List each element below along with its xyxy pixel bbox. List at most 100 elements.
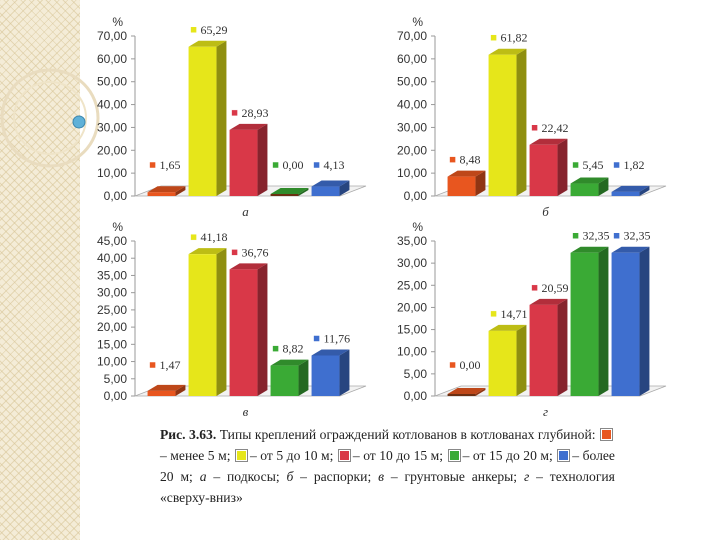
value-marker (613, 161, 620, 169)
y-tick-label: 50,00 (97, 75, 127, 89)
data-label: 20,59 (542, 281, 569, 295)
caption-text-g: – технология «сверху-вниз» (160, 469, 615, 505)
panel-label: г (543, 404, 548, 419)
bar-10-15 (229, 263, 268, 396)
bar-front (447, 176, 476, 196)
data-label: 65,29 (201, 23, 228, 37)
value-marker (190, 233, 197, 241)
value-marker (490, 34, 497, 41)
data-label: 61,82 (501, 31, 528, 45)
percent-label: % (112, 220, 123, 234)
y-tick-label: 0,00 (404, 189, 428, 203)
data-label: 28,93 (242, 106, 269, 120)
y-tick-label: 30,00 (97, 286, 127, 300)
bar-10-15 (229, 123, 268, 196)
bar-front (188, 254, 217, 396)
bar-top (311, 180, 350, 187)
bar-side (557, 298, 568, 396)
y-tick-label: 45,00 (97, 234, 127, 248)
value-marker (613, 232, 620, 239)
chart-a: % 0,00 10,00 20,00 30,00 40,00 50,00 60,00 70,00… (97, 15, 367, 219)
bar-front (570, 183, 599, 196)
caption-text-v: – грунтовые анкеры; (390, 469, 518, 484)
legend-swatch-10-15 (338, 450, 350, 461)
data-label: 22,42 (542, 121, 569, 135)
bar-5-10 (188, 40, 227, 196)
bar-less-5 (147, 384, 186, 396)
y-tick-label: 70,00 (97, 29, 127, 43)
bar-less-5 (147, 186, 186, 196)
value-marker (272, 345, 279, 352)
bar-front (147, 390, 176, 396)
bar-less-5 (447, 170, 486, 196)
panel-label: б (542, 204, 549, 219)
data-label: 14,71 (501, 307, 528, 321)
caption-figure-number: Рис. 3.63. (160, 427, 217, 442)
bar-less-5 (447, 388, 486, 396)
chart-b: % 0,00 10,00 20,00 30,00 40,00 50,00 60,00 70,00… (397, 15, 667, 219)
legend-label-15-20: – от 15 до 20 м; (462, 448, 553, 463)
y-tick-label: 20,00 (397, 143, 427, 157)
bar-top (488, 48, 527, 55)
legend-swatch-less-5 (601, 429, 612, 440)
y-tick-label: 50,00 (397, 75, 427, 89)
bar-front (529, 304, 558, 396)
bar-top (229, 123, 268, 130)
data-label: 36,76 (242, 245, 269, 259)
bar-front (611, 191, 640, 196)
bar-side (257, 263, 268, 396)
y-tick-label: 10,00 (397, 345, 427, 359)
bar-top (147, 384, 186, 391)
value-marker (449, 361, 456, 369)
bar-top (529, 138, 568, 145)
bar-front (488, 330, 517, 396)
y-tick-label: 25,00 (97, 303, 127, 317)
y-tick-label: 15,00 (397, 323, 427, 337)
bar-side (298, 188, 309, 196)
legend-label-10-15: – от 10 до 15 м; (352, 448, 444, 463)
value-marker (449, 156, 456, 163)
data-label: 4,13 (324, 158, 345, 172)
bar-side (598, 177, 609, 196)
bar-top (488, 324, 527, 331)
bar-side (175, 186, 186, 196)
chart-v: % 0,00 5,00 10,00 15,00 20,00 25,00 30,00 35,00 4… (97, 220, 367, 419)
bar-front (529, 144, 558, 196)
legend-label-more-20: – более 20 м; (160, 448, 615, 484)
bar-more-20 (311, 349, 350, 396)
bar-top (611, 246, 650, 253)
bar-5-10 (188, 248, 227, 396)
bar-5-10 (488, 324, 527, 396)
bar-front (570, 252, 599, 396)
bar-top (529, 298, 568, 305)
bar-top (229, 263, 268, 270)
legend-label-5-10: – от 5 до 10 м; (250, 448, 334, 463)
bar-top (447, 170, 486, 177)
y-tick-label: 20,00 (97, 320, 127, 334)
bar-15-20 (570, 177, 609, 196)
y-tick-label: 0,00 (104, 189, 128, 203)
bar-side (557, 138, 568, 196)
percent-label: % (112, 15, 123, 29)
legend-swatch-5-10 (236, 450, 247, 461)
y-tick-label: 0,00 (404, 389, 428, 403)
value-marker (190, 26, 197, 34)
bar-side (216, 248, 227, 396)
bar-front (611, 252, 640, 396)
percent-label: % (412, 220, 423, 234)
y-tick-label: 0,00 (104, 389, 128, 403)
data-label: 1,65 (160, 158, 181, 172)
bar-top (147, 186, 186, 193)
y-tick-label: 30,00 (397, 256, 427, 270)
data-label: 1,82 (624, 158, 645, 172)
bar-top (270, 359, 309, 366)
y-tick-label: 60,00 (397, 52, 427, 66)
bar-more-20 (611, 185, 650, 196)
bar-front (188, 46, 217, 196)
data-label: 8,48 (460, 153, 481, 167)
bar-side (216, 40, 227, 196)
bar-15-20 (570, 246, 609, 396)
bar-front (229, 129, 258, 196)
value-marker (531, 284, 538, 292)
decorative-side-strip (0, 0, 80, 540)
